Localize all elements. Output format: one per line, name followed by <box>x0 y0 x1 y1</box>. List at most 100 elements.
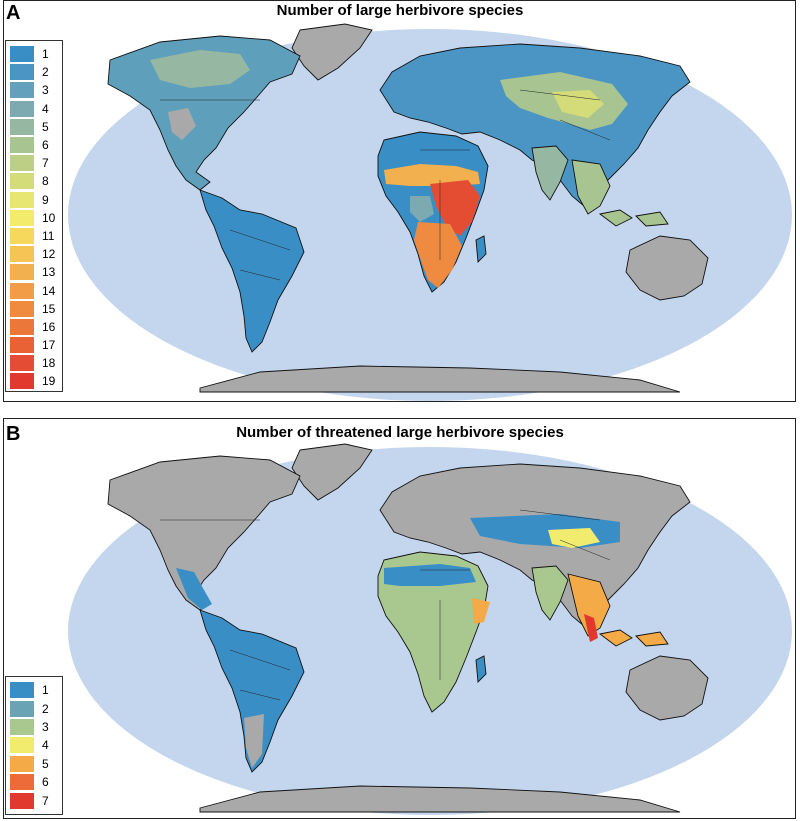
panel-a-map <box>68 23 792 401</box>
antarctica <box>199 785 681 813</box>
legend-label: 5 <box>42 119 49 134</box>
panel-b-legend-item: 2 <box>10 699 58 717</box>
legend-label: 11 <box>42 228 55 243</box>
na-grey-west <box>168 108 196 140</box>
sahara-blue <box>384 564 476 586</box>
legend-label: 19 <box>42 374 56 389</box>
tibet-yellow <box>548 528 600 548</box>
india <box>531 145 569 201</box>
legend-label: 9 <box>42 192 49 207</box>
legend-swatch <box>10 792 34 809</box>
legend-swatch <box>10 173 34 190</box>
panel-a-legend-item: 19 <box>10 372 58 390</box>
legend-label: 5 <box>42 756 49 771</box>
panel-b-title: Number of threatened large herbivore spe… <box>236 424 564 441</box>
legend-swatch <box>10 337 34 354</box>
malaysia-red <box>584 614 598 642</box>
panel-a-title: Number of large herbivore species <box>276 2 524 19</box>
legend-label: 8 <box>42 174 49 189</box>
panel-a-legend-item: 3 <box>10 81 58 99</box>
panel-a-legend-item: 16 <box>10 318 58 336</box>
asia-yellow <box>552 90 604 118</box>
legend-swatch <box>10 191 34 208</box>
legend-label: 12 <box>42 247 56 262</box>
africa-sahel <box>384 164 480 186</box>
legend-swatch <box>10 774 34 791</box>
legend-swatch <box>10 737 34 754</box>
legend-swatch <box>10 82 34 99</box>
panel-b-legend-item: 7 <box>10 791 58 809</box>
panel-a-legend-item: 1 <box>10 45 58 63</box>
legend-swatch <box>10 118 34 135</box>
legend-swatch <box>10 318 34 335</box>
panel-a-legend-item: 15 <box>10 300 58 318</box>
legend-label: 7 <box>42 156 49 171</box>
panel-a-legend-item: 4 <box>10 100 58 118</box>
legend-swatch <box>10 64 34 81</box>
borders <box>160 509 611 701</box>
africa-south <box>414 222 462 288</box>
panel-b-legend-item: 4 <box>10 736 58 754</box>
panel-b-legend-item: 3 <box>10 718 58 736</box>
legend-swatch <box>10 373 34 390</box>
legend-label: 7 <box>42 793 49 808</box>
panel-b-letter: B <box>6 423 21 445</box>
legend-swatch <box>10 264 34 281</box>
se-asia <box>571 159 611 215</box>
legend-label: 3 <box>42 719 49 734</box>
panel-a-legend-item: 10 <box>10 209 58 227</box>
legend-swatch <box>10 155 34 172</box>
legend-label: 1 <box>42 47 49 62</box>
antarctica <box>199 365 681 393</box>
legend-label: 14 <box>42 283 56 298</box>
madagascar <box>475 655 487 683</box>
legend-label: 15 <box>42 301 56 316</box>
legend-label: 18 <box>42 356 56 371</box>
legend-swatch <box>10 355 34 372</box>
panel-a-legend-item: 12 <box>10 245 58 263</box>
south-america <box>199 609 305 773</box>
panel-a-legend-item: 5 <box>10 118 58 136</box>
panel-a-legend: 1 2 3 4 5 6 7 8 9 10 11 12 13 14 15 16 17 18 19 <box>5 40 63 392</box>
legend-label: 13 <box>42 265 56 280</box>
panel-a-legend-item: 8 <box>10 172 58 190</box>
panel-a-legend-item: 2 <box>10 63 58 81</box>
panel-b-map <box>68 443 792 815</box>
legend-label: 1 <box>42 683 49 698</box>
legend-swatch <box>10 718 34 735</box>
panel-b-legend-item: 5 <box>10 755 58 773</box>
legend-label: 2 <box>42 701 49 716</box>
legend-swatch <box>10 46 34 63</box>
sa-south-grey <box>244 714 264 768</box>
panel-a-legend-item: 13 <box>10 263 58 281</box>
panel-a-legend-item: 11 <box>10 227 58 245</box>
legend-label: 2 <box>42 65 49 80</box>
africa <box>377 551 489 713</box>
legend-swatch <box>10 246 34 263</box>
panel-b: B Number of threatened large herbivore s… <box>0 418 800 821</box>
panel-a-letter: A <box>6 2 21 24</box>
india <box>531 565 569 621</box>
legend-label: 17 <box>42 338 56 353</box>
se-asia <box>567 573 611 637</box>
madagascar <box>475 235 487 263</box>
panel-b-legend: 1 2 3 4 5 6 7 <box>5 676 63 815</box>
legend-swatch <box>10 300 34 317</box>
na-north-green <box>150 50 250 88</box>
panel-b-legend-item: 6 <box>10 773 58 791</box>
legend-swatch <box>10 282 34 299</box>
legend-swatch <box>10 137 34 154</box>
africa-congo <box>410 196 434 222</box>
panel-a-legend-item: 18 <box>10 354 58 372</box>
panel-a-legend-item: 14 <box>10 281 58 299</box>
horn-orange <box>472 598 490 624</box>
legend-swatch <box>10 700 34 717</box>
legend-label: 3 <box>42 83 49 98</box>
central-america <box>176 568 212 610</box>
legend-swatch <box>10 227 34 244</box>
legend-label: 4 <box>42 101 49 116</box>
legend-label: 4 <box>42 738 49 753</box>
legend-label: 16 <box>42 319 56 334</box>
borders <box>160 89 611 281</box>
